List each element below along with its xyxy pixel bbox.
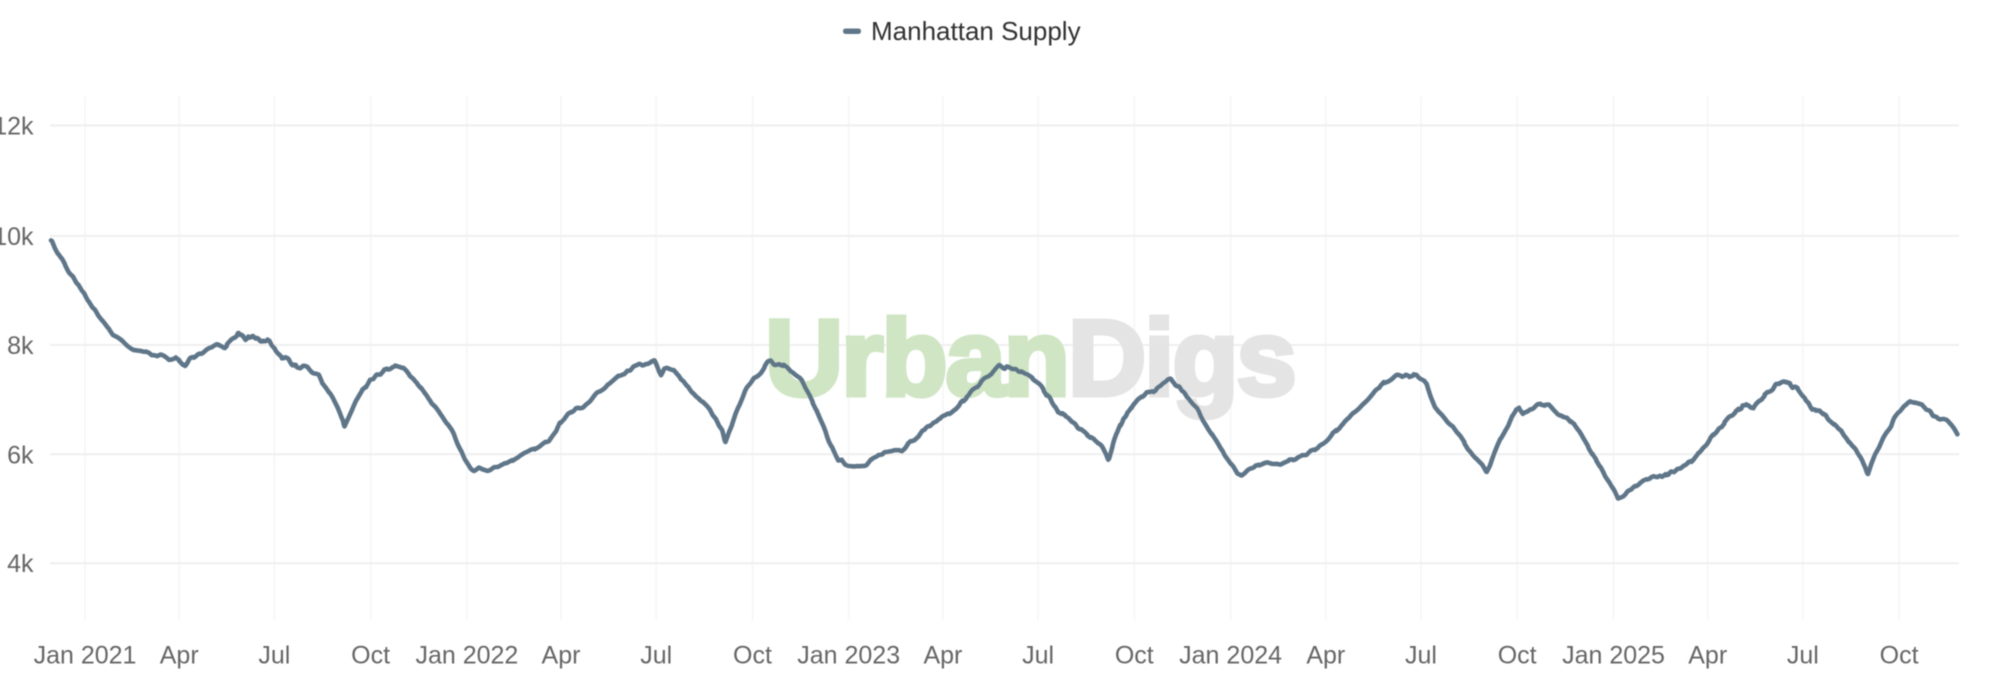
svg-text:Jan 2021: Jan 2021	[34, 642, 137, 670]
svg-text:Jul: Jul	[640, 642, 672, 670]
svg-text:Apr: Apr	[1306, 642, 1345, 670]
svg-text:Apr: Apr	[542, 642, 581, 670]
svg-text:Apr: Apr	[1688, 642, 1727, 670]
svg-text:Oct: Oct	[1115, 642, 1154, 670]
svg-text:Jan 2025: Jan 2025	[1562, 642, 1665, 670]
svg-text:Jul: Jul	[258, 642, 290, 670]
svg-text:Jan 2022: Jan 2022	[415, 642, 518, 670]
svg-text:6k: 6k	[7, 441, 34, 469]
svg-text:Oct: Oct	[351, 642, 390, 670]
svg-text:Jul: Jul	[1022, 642, 1054, 670]
svg-text:Jan 2023: Jan 2023	[797, 642, 900, 670]
svg-text:Oct: Oct	[1498, 642, 1537, 670]
svg-text:Jul: Jul	[1405, 642, 1437, 670]
svg-text:4k: 4k	[7, 550, 34, 578]
svg-text:Jul: Jul	[1787, 642, 1819, 670]
svg-text:Oct: Oct	[1880, 642, 1919, 670]
svg-text:UrbanDigs: UrbanDigs	[765, 297, 1295, 418]
svg-text:Jan 2024: Jan 2024	[1179, 642, 1282, 670]
svg-text:10k: 10k	[0, 223, 34, 251]
svg-text:Oct: Oct	[733, 642, 772, 670]
svg-text:12k: 12k	[0, 112, 34, 140]
svg-text:Apr: Apr	[923, 642, 962, 670]
svg-text:Apr: Apr	[160, 642, 199, 670]
svg-text:8k: 8k	[7, 332, 34, 360]
svg-text:Manhattan Supply: Manhattan Supply	[871, 16, 1081, 46]
